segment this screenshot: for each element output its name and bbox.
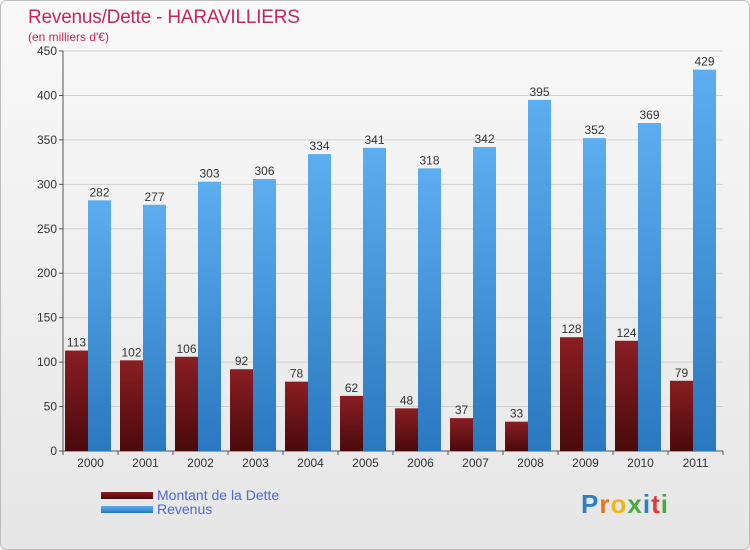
bar-dette-2010 [615, 340, 638, 451]
label-revenus-2007: 342 [474, 132, 494, 146]
label-dette-2002: 106 [176, 342, 196, 356]
logo-letter: t [651, 489, 661, 519]
x-tick-label-2006: 2006 [407, 456, 434, 470]
bar-revenus-2009 [583, 138, 606, 451]
label-dette-2008: 33 [510, 407, 524, 421]
legend-swatch-revenus [101, 505, 153, 513]
label-dette-2001: 102 [121, 345, 141, 359]
label-dette-2011: 79 [675, 366, 689, 380]
y-tick-label-250: 250 [37, 222, 57, 236]
legend-label-dette: Montant de la Dette [157, 487, 280, 503]
bar-revenus-2011 [693, 69, 716, 452]
chart-subtitle: (en milliers d'€) [28, 30, 109, 44]
proxiti-logo: Proxiti [581, 489, 669, 520]
legend-item-revenus: Revenus [101, 501, 212, 517]
label-revenus-2009: 352 [584, 123, 604, 137]
x-tick-label-2003: 2003 [242, 456, 269, 470]
x-tick-label-2010: 2010 [627, 456, 654, 470]
y-tick-label-0: 0 [50, 444, 57, 458]
y-tick-label-150: 150 [37, 311, 57, 325]
label-dette-2004: 78 [290, 367, 304, 381]
x-tick-label-2011: 2011 [683, 456, 709, 470]
label-revenus-2006: 318 [419, 153, 439, 167]
x-tick-label-2008: 2008 [517, 456, 544, 470]
label-revenus-2001: 277 [144, 190, 164, 204]
y-tick-label-450: 450 [37, 44, 57, 58]
x-tick-label-2002: 2002 [187, 456, 214, 470]
x-tick-label-2005: 2005 [352, 456, 379, 470]
bar-revenus-2010 [638, 123, 661, 451]
bar-revenus-2007 [473, 147, 496, 451]
bar-dette-2008 [505, 421, 528, 451]
grid-lines [63, 50, 723, 452]
bar-dette-2011 [670, 380, 693, 451]
bar-revenus-2008 [528, 99, 551, 451]
bar-dette-2003 [230, 369, 253, 451]
x-tick-label-2004: 2004 [297, 456, 324, 470]
label-dette-2010: 124 [616, 326, 636, 340]
y-tick-label-300: 300 [37, 177, 57, 191]
label-revenus-2005: 341 [364, 133, 384, 147]
logo-letter: r [599, 489, 611, 519]
y-tick-label-100: 100 [37, 355, 57, 369]
logo-letter: i [660, 489, 669, 519]
label-revenus-2003: 306 [254, 164, 274, 178]
label-revenus-2010: 369 [639, 108, 659, 122]
bar-dette-2004 [285, 381, 308, 451]
bar-dette-2002 [175, 356, 198, 451]
bar-dette-2007 [450, 418, 473, 451]
x-tick-label-2001: 2001 [132, 456, 159, 470]
legend-label-revenus: Revenus [157, 501, 213, 517]
label-dette-2007: 37 [455, 403, 469, 417]
bar-revenus-2001 [143, 204, 166, 451]
bar-revenus-2000 [88, 200, 111, 451]
legend-item-dette: Montant de la Dette [101, 487, 279, 503]
legend-swatch-dette [101, 491, 153, 499]
bar-revenus-2006 [418, 168, 441, 452]
bar-dette-2009 [560, 337, 583, 451]
y-tick-label-50: 50 [44, 400, 58, 414]
logo-letter: i [642, 489, 652, 519]
bar-dette-2006 [395, 408, 418, 451]
bar-dette-2001 [120, 360, 143, 451]
label-dette-2006: 48 [400, 393, 414, 407]
bars [65, 69, 716, 452]
x-tick-label-2007: 2007 [462, 456, 489, 470]
bar-dette-2000 [65, 350, 88, 451]
label-revenus-2011: 429 [694, 55, 714, 69]
logo-letter: x [627, 489, 643, 519]
chart-title: Revenus/Dette - HARAVILLIERS [28, 7, 300, 28]
x-tick-label-2000: 2000 [77, 456, 104, 470]
label-dette-2009: 128 [561, 322, 581, 336]
label-revenus-2008: 395 [529, 85, 549, 99]
label-revenus-2000: 282 [89, 185, 109, 199]
bar-revenus-2002 [198, 181, 221, 451]
label-dette-2000: 113 [67, 336, 86, 350]
bar-revenus-2004 [308, 154, 331, 451]
bar-revenus-2005 [363, 147, 386, 451]
y-tick-label-400: 400 [37, 88, 57, 102]
label-dette-2003: 92 [235, 354, 249, 368]
data-labels: 113 282 102 277 106 303 92 306 78 334 62 341 48 318 37… [67, 55, 715, 421]
label-dette-2005: 62 [345, 381, 359, 395]
logo-letter: o [610, 489, 628, 519]
y-tick-label-350: 350 [37, 133, 57, 147]
bar-revenus-2003 [253, 179, 276, 451]
bar-dette-2005 [340, 395, 363, 451]
logo-letter: P [581, 489, 600, 519]
x-tick-label-2009: 2009 [572, 456, 599, 470]
axes: 0 50 100 150 200 250 300 350 400 450 2000 2001 2002 2… [37, 44, 724, 470]
label-revenus-2004: 334 [309, 139, 329, 153]
y-tick-label-200: 200 [37, 266, 57, 280]
label-revenus-2002: 303 [199, 167, 219, 181]
